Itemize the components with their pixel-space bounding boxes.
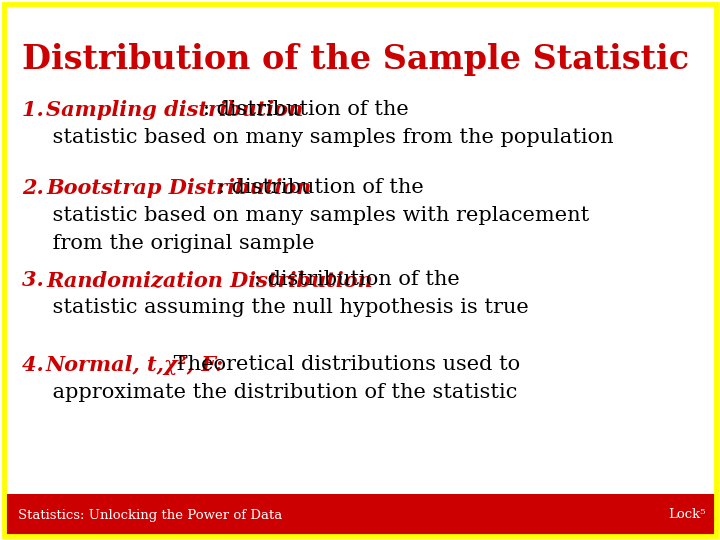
Text: Bootstrap Distribution: Bootstrap Distribution <box>46 178 311 198</box>
Text: : distribution of the: : distribution of the <box>218 178 424 197</box>
Text: 3.: 3. <box>22 270 58 290</box>
Text: 1.: 1. <box>22 100 58 120</box>
Text: Sampling distribution: Sampling distribution <box>46 100 303 120</box>
Text: 4.: 4. <box>22 355 58 375</box>
Bar <box>4 494 716 536</box>
Text: Randomization Distribution: Randomization Distribution <box>46 270 373 290</box>
Text: approximate the distribution of the statistic: approximate the distribution of the stat… <box>46 383 518 402</box>
Text: statistic assuming the null hypothesis is true: statistic assuming the null hypothesis i… <box>46 298 528 317</box>
Text: 2.: 2. <box>22 178 58 198</box>
Text: Theoretical distributions used to: Theoretical distributions used to <box>167 355 520 374</box>
Text: : distribution of the: : distribution of the <box>254 270 460 289</box>
Text: Lock⁵: Lock⁵ <box>668 509 706 522</box>
Text: Distribution of the Sample Statistic: Distribution of the Sample Statistic <box>22 43 689 76</box>
Text: Statistics: Unlocking the Power of Data: Statistics: Unlocking the Power of Data <box>18 509 282 522</box>
Text: : distribution of the: : distribution of the <box>203 100 409 119</box>
Text: statistic based on many samples with replacement: statistic based on many samples with rep… <box>46 206 589 225</box>
Text: Normal, t,χ², F:: Normal, t,χ², F: <box>46 355 224 375</box>
Text: from the original sample: from the original sample <box>46 234 315 253</box>
Text: statistic based on many samples from the population: statistic based on many samples from the… <box>46 128 613 147</box>
